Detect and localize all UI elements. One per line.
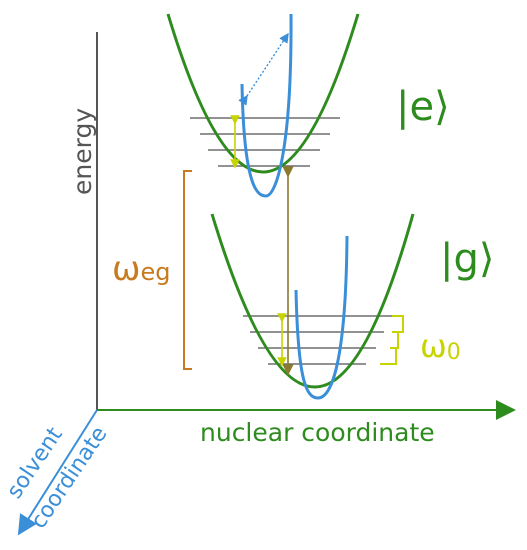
energy-label: energy (68, 108, 97, 195)
ground-state-label: |g⟩ (440, 236, 494, 282)
ground-state-potential-green (210, 213, 415, 389)
omega-eg-bracket (183, 170, 192, 370)
solvent-coordinate-axis (17, 409, 98, 536)
ground-vibrational-levels (243, 315, 392, 365)
excited-state-potential-blue (240, 13, 293, 198)
reorganization-arrow (238, 32, 289, 106)
ground-state-potential-blue (294, 235, 349, 400)
omega-eg-label: ωeg (112, 249, 170, 289)
omega-0-bracket (380, 315, 404, 365)
excited-state-potential-green (166, 13, 360, 174)
omega-0-label: ω0 (420, 327, 461, 365)
nuclear-coordinate-label: nuclear coordinate (200, 418, 435, 447)
excited-state-label: |e⟩ (396, 84, 450, 130)
